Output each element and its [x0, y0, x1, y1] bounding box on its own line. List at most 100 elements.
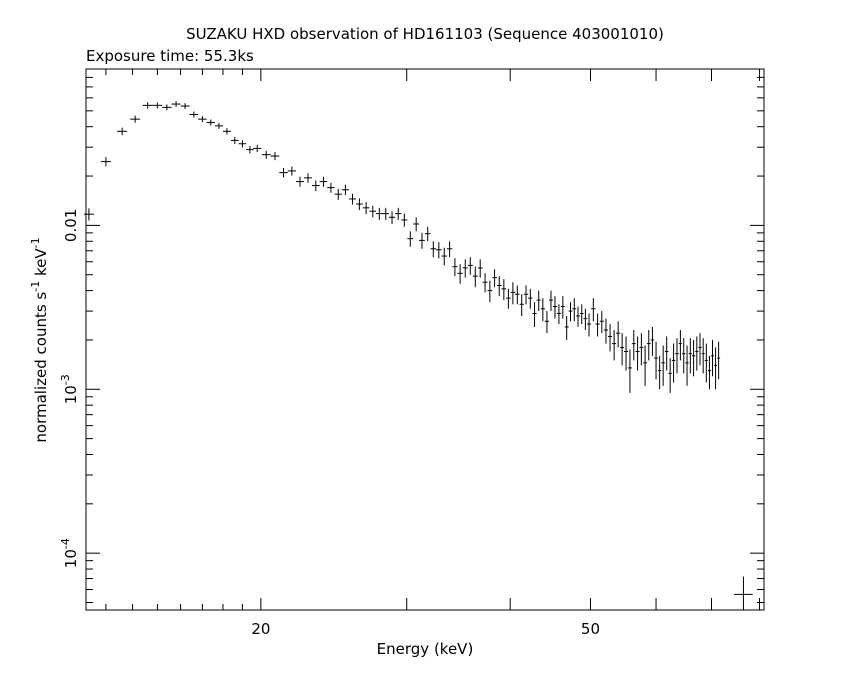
- data-point: [691, 339, 696, 377]
- data-point: [654, 341, 658, 380]
- data-point: [388, 211, 396, 224]
- data-point: [616, 321, 621, 348]
- data-point: [695, 336, 699, 371]
- data-point: [664, 336, 669, 371]
- data-point: [467, 257, 473, 275]
- data-point: [162, 104, 172, 111]
- data-point: [506, 288, 511, 309]
- data-point: [620, 333, 625, 366]
- y-tick-label: 10-4: [59, 538, 80, 568]
- data-point: [646, 329, 651, 361]
- data-point: [515, 285, 520, 305]
- data-point: [682, 338, 686, 374]
- data-point: [639, 333, 644, 366]
- y-tick-label: 10-3: [59, 374, 80, 404]
- scale-marker: [733, 576, 753, 610]
- data-point: [714, 347, 718, 390]
- data-point: [424, 226, 431, 242]
- data-point: [595, 313, 600, 337]
- data-point: [678, 329, 683, 361]
- data-point: [311, 180, 320, 192]
- data-point: [261, 150, 271, 159]
- data-point: [395, 207, 402, 220]
- data-point: [528, 288, 533, 309]
- data-point: [130, 115, 141, 123]
- data-point: [348, 193, 356, 205]
- data-point: [142, 102, 153, 109]
- data-point: [482, 273, 488, 293]
- data-point: [246, 146, 254, 154]
- data-points: [83, 101, 721, 393]
- data-point: [532, 302, 537, 327]
- data-point: [717, 341, 721, 380]
- data-point: [441, 247, 447, 266]
- data-point: [657, 355, 662, 390]
- data-point: [462, 259, 468, 278]
- y-axis-label: normalized counts s-1 keV-1: [29, 237, 50, 442]
- data-point: [369, 205, 377, 218]
- data-point: [355, 198, 363, 211]
- data-point: [603, 318, 609, 344]
- data-point: [319, 176, 328, 187]
- data-point: [117, 127, 128, 136]
- y-axis-label-mid: keV: [32, 248, 50, 281]
- data-point: [510, 282, 516, 305]
- data-point: [501, 279, 507, 301]
- data-point: [688, 338, 692, 374]
- y-tick-mantissa: 10: [62, 549, 80, 568]
- data-point: [675, 338, 679, 374]
- data-point: [560, 296, 565, 319]
- data-point: [572, 298, 577, 322]
- data-point: [492, 269, 497, 288]
- axis-ticks: [86, 68, 764, 610]
- data-point: [295, 176, 305, 187]
- data-point: [671, 343, 676, 383]
- data-point: [341, 184, 349, 196]
- data-point: [214, 122, 223, 129]
- data-point: [568, 302, 573, 322]
- data-point: [631, 329, 636, 361]
- data-point: [552, 296, 557, 319]
- data-point: [536, 290, 541, 312]
- data-point: [556, 304, 561, 325]
- data-point: [407, 231, 414, 247]
- data-point: [419, 232, 425, 249]
- y-axis-label-sup2: -1: [29, 237, 42, 248]
- x-axis-label: Energy (keV): [377, 640, 474, 658]
- data-point: [635, 336, 640, 371]
- data-point: [523, 285, 529, 305]
- data-point: [279, 167, 288, 178]
- data-point: [668, 358, 672, 393]
- data-point: [189, 111, 199, 118]
- data-point: [401, 213, 408, 227]
- data-point: [591, 298, 596, 322]
- data-point: [382, 207, 389, 220]
- data-point: [334, 188, 342, 200]
- x-tick-labels: 20 50: [251, 620, 600, 638]
- chart-title: SUZAKU HXD observation of HD161103 (Sequ…: [186, 25, 664, 43]
- data-point: [579, 304, 584, 325]
- data-point: [612, 329, 617, 361]
- y-tick-label: 0.01: [62, 209, 80, 242]
- data-point: [519, 294, 524, 316]
- y-tick-exponent: -3: [59, 374, 72, 385]
- data-point: [704, 343, 708, 383]
- data-point: [100, 157, 111, 167]
- data-point: [457, 264, 463, 284]
- data-point: [83, 208, 94, 221]
- data-point: [650, 326, 655, 356]
- data-point: [544, 311, 549, 334]
- chart-subtitle: Exposure time: 55.3ks: [86, 47, 254, 65]
- data-point: [477, 259, 483, 278]
- data-point: [540, 298, 545, 322]
- data-point: [230, 137, 239, 144]
- data-point: [496, 276, 502, 297]
- data-point: [701, 338, 705, 374]
- data-point: [198, 116, 207, 123]
- data-point: [548, 290, 553, 312]
- data-point: [576, 306, 580, 327]
- y-axis-label-prefix: normalized counts s: [32, 292, 50, 443]
- data-point: [564, 315, 569, 340]
- data-point: [685, 345, 689, 386]
